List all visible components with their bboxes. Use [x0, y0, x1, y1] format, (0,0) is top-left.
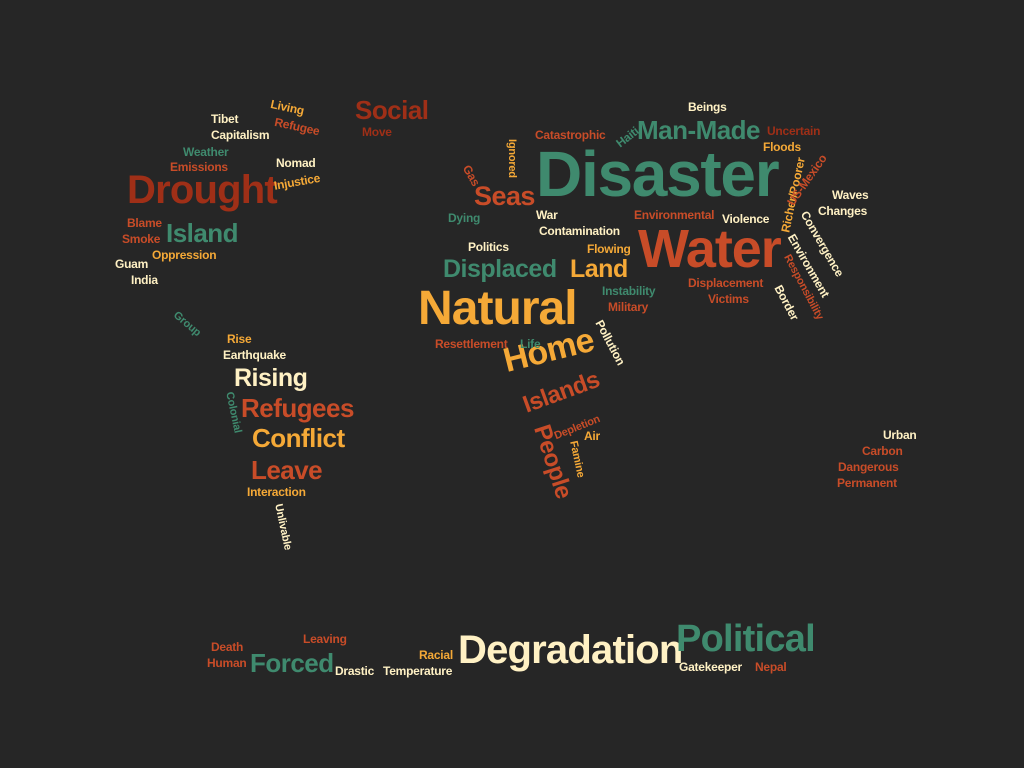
word-border: Border — [771, 282, 802, 323]
word-capitalism: Capitalism — [211, 128, 270, 142]
word-carbon: Carbon — [862, 444, 903, 458]
word-group: Group — [170, 309, 204, 339]
word-colonial: Colonial — [223, 390, 244, 435]
word-interaction: Interaction — [247, 485, 306, 499]
word-life: Life — [520, 337, 541, 351]
word-gatekeeper: Gatekeeper — [679, 660, 742, 674]
word-tibet: Tibet — [211, 112, 239, 126]
word-injustice: Injustice — [272, 170, 322, 193]
word-temperature: Temperature — [383, 664, 453, 678]
word-politics: Politics — [468, 240, 509, 254]
word-living: Living — [269, 97, 306, 118]
word-dangerous: Dangerous — [838, 460, 899, 474]
word-floods: Floods — [763, 140, 801, 154]
word-seas: Seas — [474, 181, 535, 211]
word-racial: Racial — [419, 648, 453, 662]
word-forced: Forced — [250, 648, 334, 678]
word-urban: Urban — [883, 428, 917, 442]
word-instability: Instability — [602, 284, 656, 298]
word-social: Social — [355, 95, 429, 125]
word-weather: Weather — [183, 145, 229, 159]
word-guam: Guam — [115, 257, 149, 271]
word-unlivable: Unlivable — [272, 502, 294, 552]
word-changes: Changes — [818, 204, 867, 218]
word-refugees: Refugees — [241, 393, 354, 423]
word-catastrophic: Catastrophic — [535, 128, 606, 142]
word-pollution: Pollution — [592, 317, 628, 368]
word-india: India — [131, 273, 158, 287]
word-land: Land — [570, 255, 628, 283]
word-conflict: Conflict — [252, 423, 345, 453]
word-waves: Waves — [832, 188, 869, 202]
word-dying: Dying — [448, 211, 481, 225]
word-leave: Leave — [251, 455, 323, 485]
word-flowing: Flowing — [587, 242, 631, 256]
word-beings: Beings — [688, 100, 727, 114]
word-islands: Islands — [519, 365, 604, 419]
word-uncertain: Uncertain — [767, 124, 821, 138]
word-environmental: Environmental — [634, 208, 715, 222]
word-human: Human — [207, 656, 247, 670]
word-drought: Drought — [127, 168, 278, 212]
word-leaving: Leaving — [303, 632, 347, 646]
word-permanent: Permanent — [837, 476, 897, 490]
word-move: Move — [362, 125, 392, 139]
word-resettlement: Resettlement — [435, 337, 508, 351]
word-blame: Blame — [127, 216, 162, 230]
word-rising: Rising — [234, 364, 308, 392]
word-air: Air — [584, 429, 600, 443]
word-nepal: Nepal — [755, 660, 787, 674]
word-man-made: Man-Made — [637, 115, 760, 145]
word-military: Military — [608, 300, 649, 314]
word-nomad: Nomad — [276, 156, 316, 170]
word-water: Water — [638, 219, 782, 279]
word-emissions: Emissions — [170, 160, 228, 174]
word-degradation: Degradation — [458, 628, 683, 672]
word-smoke: Smoke — [122, 232, 161, 246]
word-oppression: Oppression — [152, 248, 217, 262]
word-death: Death — [211, 640, 244, 654]
word-contamination: Contamination — [539, 224, 620, 238]
word-displaced: Displaced — [443, 255, 557, 283]
word-violence: Violence — [722, 212, 770, 226]
word-earthquake: Earthquake — [223, 348, 286, 362]
word-rise: Rise — [227, 332, 252, 346]
word-ignored: Ignored — [506, 139, 518, 178]
word-disaster: Disaster — [536, 138, 780, 210]
word-drastic: Drastic — [335, 664, 375, 678]
word-refugee: Refugee — [273, 115, 321, 139]
word-political: Political — [676, 618, 816, 660]
word-natural: Natural — [418, 282, 578, 335]
word-island: Island — [166, 218, 239, 248]
word-victims: Victims — [708, 292, 749, 306]
word-war: War — [536, 208, 558, 222]
word-displacement: Displacement — [688, 276, 764, 290]
